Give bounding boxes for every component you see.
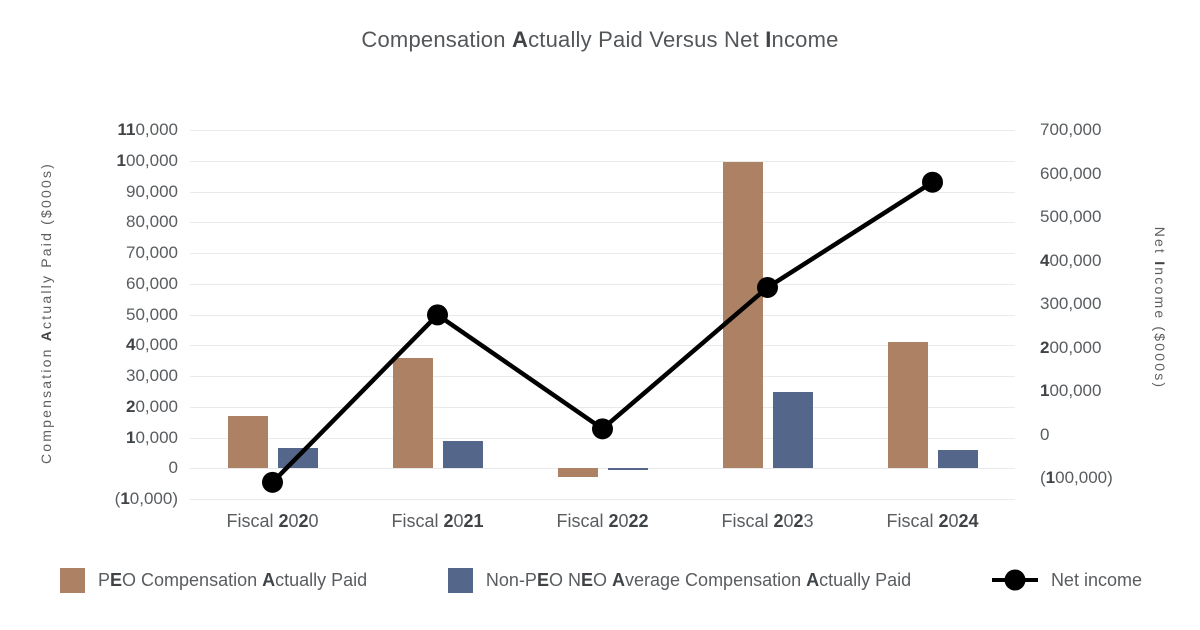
right-axis-title: Net Income ($000s) bbox=[1152, 226, 1168, 390]
left-tick-label: (10,000) bbox=[114, 489, 178, 508]
neo-swatch-icon bbox=[447, 567, 473, 593]
left-tick-label: 50,000 bbox=[126, 304, 178, 324]
plot-area bbox=[190, 130, 1015, 500]
legend-item-net-income: Net income bbox=[991, 569, 1142, 591]
bar-neo bbox=[937, 449, 978, 469]
gridline bbox=[190, 283, 1015, 285]
net-income-point bbox=[427, 304, 448, 326]
right-tick-label: 500,000 bbox=[1040, 207, 1102, 226]
legend-label-net-income: Net income bbox=[1050, 569, 1142, 590]
x-tick-label: Fiscal 2020 bbox=[226, 511, 319, 531]
gridline bbox=[190, 160, 1015, 162]
gridline bbox=[190, 253, 1015, 254]
net-income-point bbox=[592, 418, 613, 440]
net-income-point bbox=[262, 471, 283, 493]
gridline bbox=[190, 376, 1015, 377]
gridline bbox=[190, 468, 1015, 470]
x-tick-label: Fiscal 2024 bbox=[886, 511, 979, 531]
left-tick-label: 80,000 bbox=[126, 212, 178, 232]
right-tick-label: 600,000 bbox=[1040, 163, 1102, 183]
left-tick-label: 100,000 bbox=[116, 150, 178, 170]
legend-item-peo: PEO Compensation Actually Paid bbox=[60, 567, 368, 593]
right-tick-label: 400,000 bbox=[1040, 250, 1102, 270]
gridline bbox=[190, 406, 1015, 408]
net-income-point bbox=[922, 171, 943, 193]
x-tick-label: Fiscal 2021 bbox=[391, 511, 484, 531]
gridline bbox=[190, 499, 1015, 500]
legend-label-neo: Non-PEO NEO Average Compensation Actuall… bbox=[485, 569, 912, 590]
bar-peo bbox=[887, 342, 928, 469]
bar-peo bbox=[227, 415, 268, 469]
bar-neo bbox=[772, 391, 813, 469]
net-income-dot-icon bbox=[1004, 569, 1026, 591]
left-tick-label: 20,000 bbox=[125, 396, 178, 416]
left-tick-label: 0 bbox=[168, 458, 178, 478]
peo-swatch-icon bbox=[60, 567, 85, 593]
left-tick-label: 60,000 bbox=[126, 273, 178, 293]
bar-neo bbox=[442, 440, 483, 469]
gridline bbox=[190, 314, 1015, 316]
right-axis-ticks: 700,000 600,000 500,000 400,000 300,000 200,0… bbox=[1040, 120, 1190, 499]
net-income-point bbox=[757, 276, 778, 298]
left-tick-label: 40,000 bbox=[125, 335, 178, 355]
bar-peo bbox=[392, 357, 433, 469]
net-income-line bbox=[262, 171, 943, 493]
x-tick-label: Fiscal 2023 bbox=[721, 511, 814, 531]
left-tick-label: 110,000 bbox=[117, 120, 178, 139]
left-tick-label: 30,000 bbox=[126, 366, 178, 385]
right-tick-label: 300,000 bbox=[1040, 294, 1102, 313]
right-tick-label: 200,000 bbox=[1040, 337, 1102, 357]
left-tick-label: 70,000 bbox=[126, 243, 178, 262]
gridline bbox=[190, 345, 1015, 347]
x-axis-ticks: Fiscal 2020 Fiscal 2021 Fiscal 2022 Fiscal … bbox=[190, 508, 1015, 534]
left-tick-label: 10,000 bbox=[125, 427, 178, 447]
bar-peo bbox=[557, 468, 598, 477]
legend-item-neo: Non-PEO NEO Average Compensation Actuall… bbox=[447, 567, 912, 593]
gridline bbox=[190, 191, 1015, 193]
gridline bbox=[190, 130, 1015, 131]
left-tick-label: 90,000 bbox=[126, 181, 178, 201]
right-tick-label: 700,000 bbox=[1040, 120, 1102, 139]
gridline bbox=[190, 222, 1015, 224]
right-tick-label: 0 bbox=[1040, 424, 1050, 444]
right-tick-label: 100,000 bbox=[1040, 381, 1102, 400]
legend: PEO Compensation Actually Paid Non-PEO N… bbox=[60, 560, 1142, 600]
left-axis-ticks: 110,000 100,000 90,000 80,000 70,000 60,000 50… bbox=[0, 120, 178, 508]
bar-peo bbox=[722, 162, 763, 469]
right-tick-label: (100,000) bbox=[1040, 468, 1113, 487]
x-tick-label: Fiscal 2022 bbox=[556, 511, 649, 531]
net-income-line-icon bbox=[991, 569, 1038, 591]
chart-title: Compensation Actually Paid Versus Net In… bbox=[361, 27, 839, 52]
bar-neo bbox=[607, 468, 648, 471]
legend-label-peo: PEO Compensation Actually Paid bbox=[98, 569, 368, 590]
